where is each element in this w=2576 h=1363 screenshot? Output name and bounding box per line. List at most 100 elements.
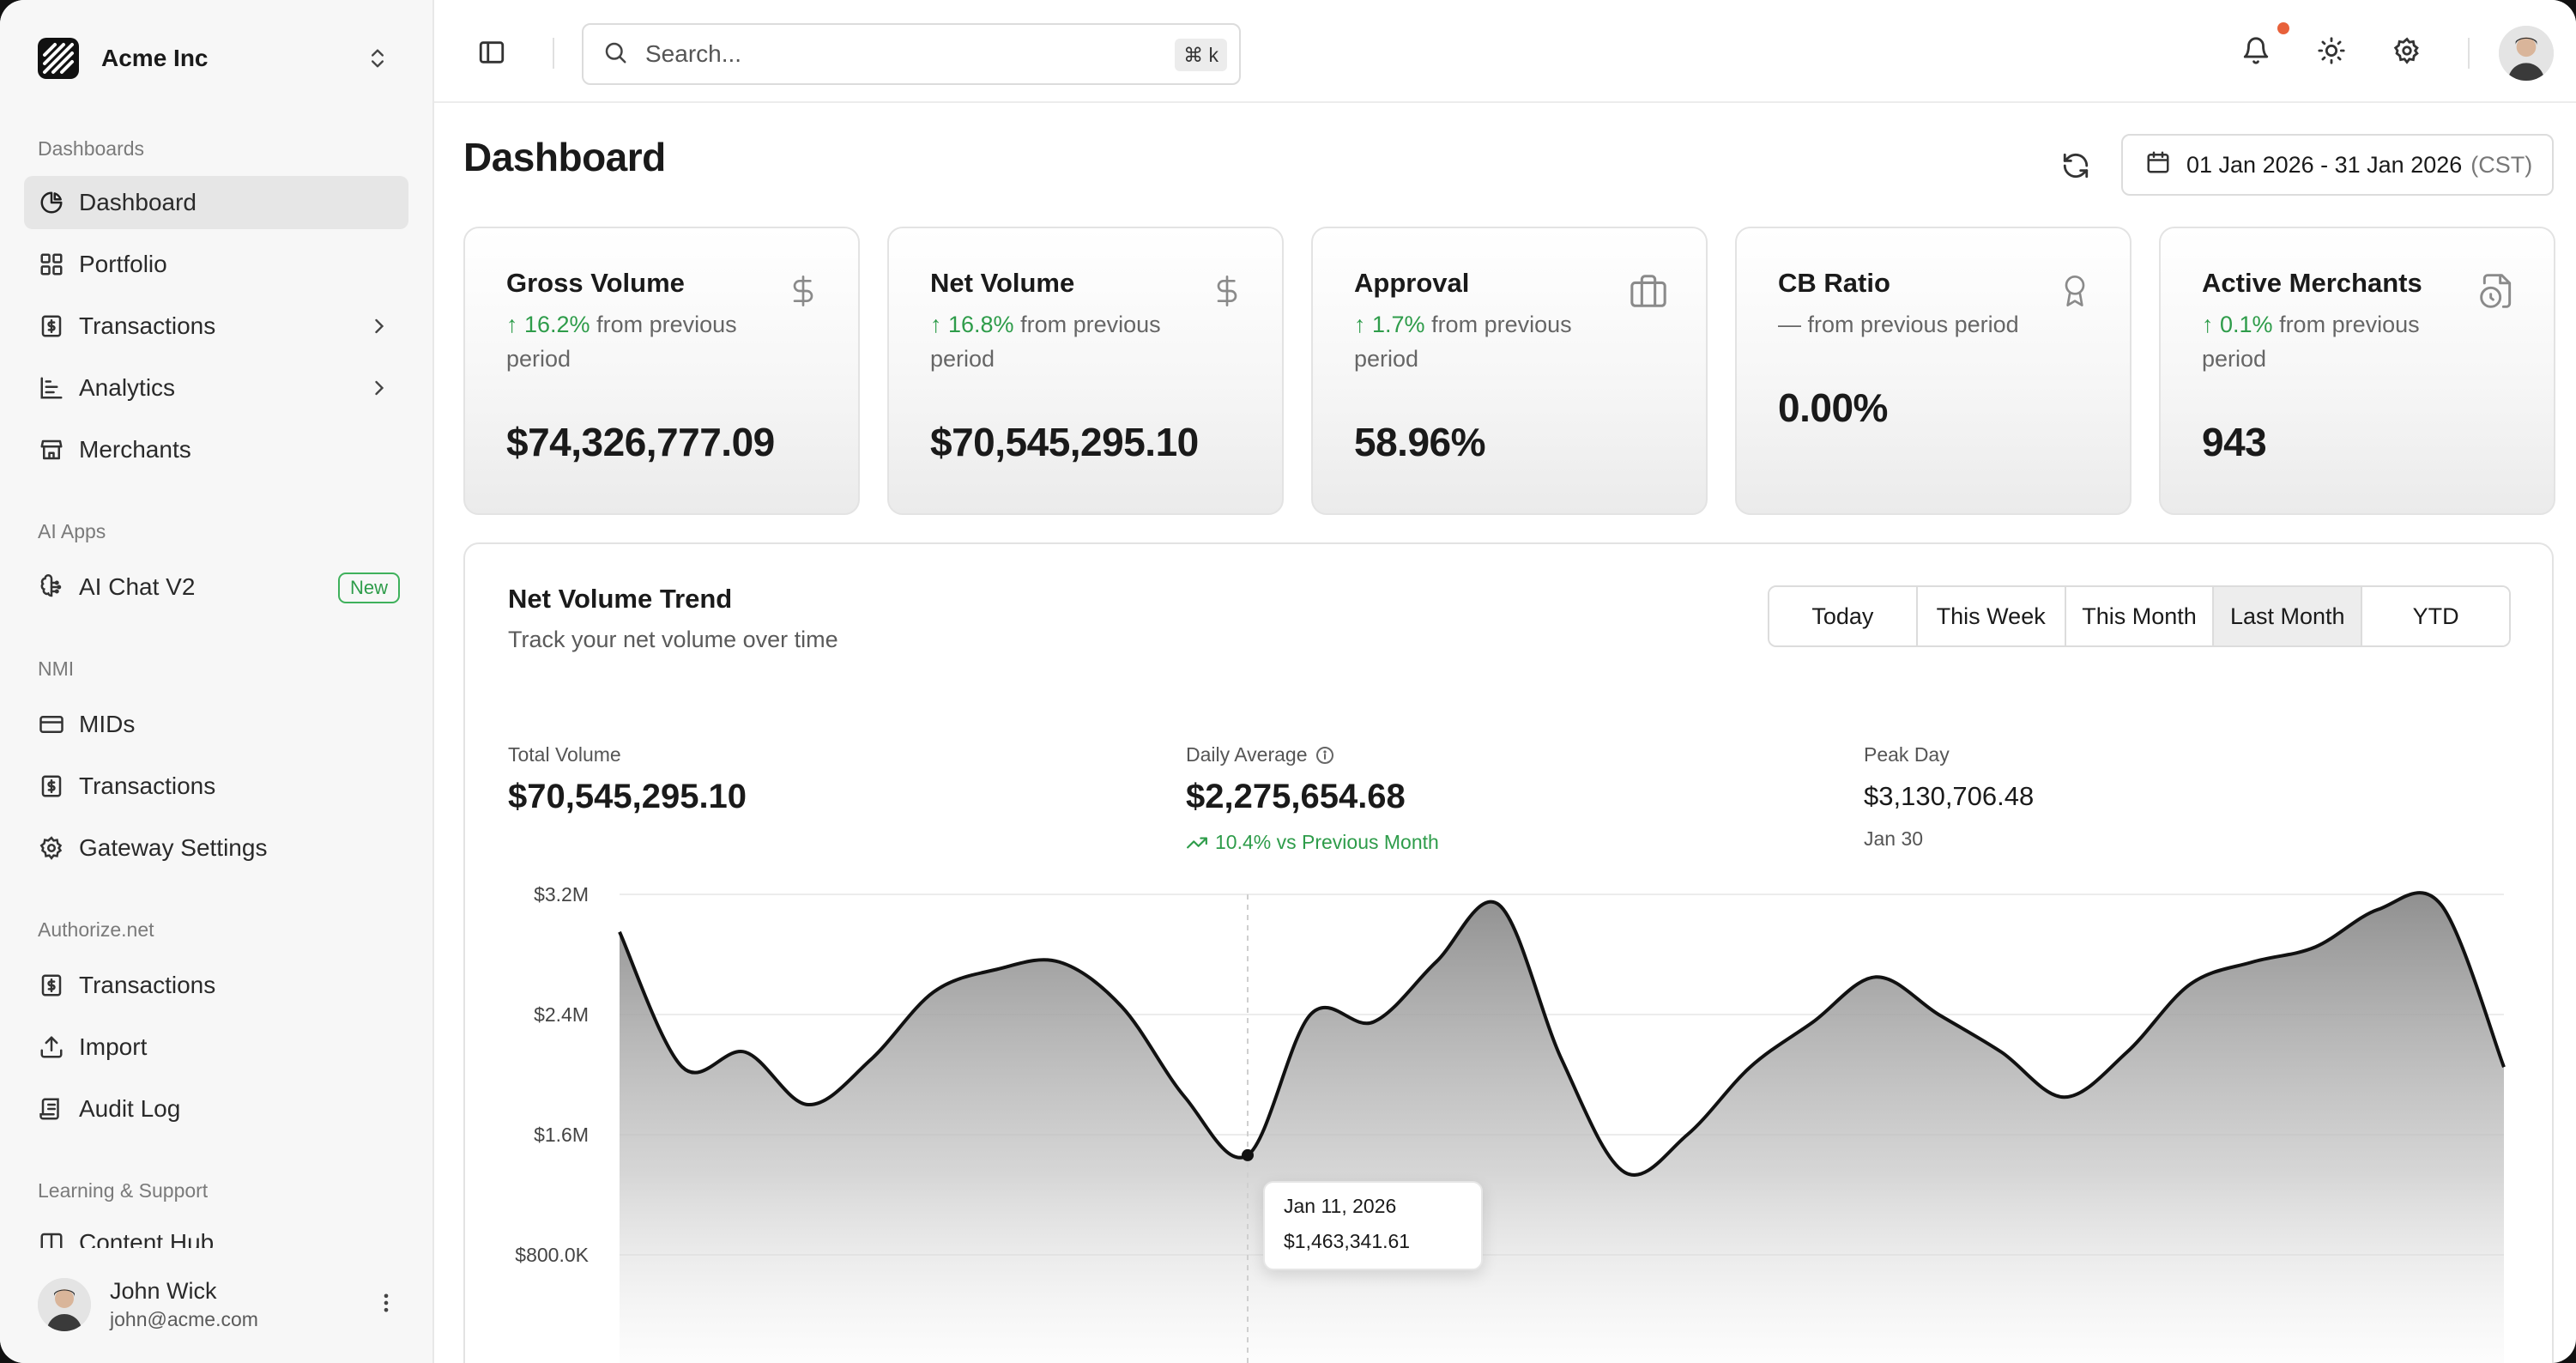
bell-icon[interactable] — [2241, 36, 2271, 70]
avatar — [38, 1278, 91, 1331]
kpi-card-gross-volume: Gross Volume ↑ 16.2% from previous perio… — [463, 227, 860, 515]
award-icon — [2058, 271, 2092, 315]
scroll-text-icon — [38, 1095, 65, 1123]
range-this-week-button[interactable]: This Week — [1917, 587, 2066, 645]
net-volume-chart[interactable]: $3.2M $2.4M $1.6M $800.0K — [465, 544, 2555, 1363]
kpi-card-active-merchants: Active Merchants ↑ 0.1% from previous pe… — [2159, 227, 2555, 515]
search-icon — [602, 39, 628, 70]
credit-card-icon — [38, 711, 65, 738]
range-last-month-button[interactable]: Last Month — [2214, 587, 2363, 645]
search-box[interactable]: ⌘ k — [582, 23, 1241, 85]
kpi-change: ↑ 16.2% from previous period — [506, 312, 737, 372]
gear-icon[interactable] — [2392, 36, 2422, 70]
tooltip-value: $1,463,341.61 — [1284, 1230, 1411, 1252]
total-volume-label: Total Volume — [508, 743, 621, 766]
sidebar-toggle-icon[interactable] — [477, 38, 506, 71]
sidebar-item-dashboard[interactable]: Dashboard — [24, 176, 408, 229]
sidebar-item-label: Gateway Settings — [79, 834, 268, 861]
kpi-title: CB Ratio — [1778, 268, 1890, 298]
peak-day-value: $3,130,706.48 — [1864, 781, 2035, 811]
kpi-value: $74,326,777.09 — [506, 420, 775, 464]
receipt-icon — [38, 972, 65, 999]
user-menu[interactable]: John Wick john@acme.com — [38, 1270, 407, 1339]
refresh-icon[interactable] — [2061, 151, 2090, 185]
range-selector: Today This Week This Month Last Month YT… — [1768, 585, 2511, 647]
sidebar-item-merchants[interactable]: Merchants — [24, 423, 408, 476]
date-range-picker[interactable]: 01 Jan 2026 - 31 Jan 2026 (CST) — [2121, 134, 2554, 196]
peak-day-label: Peak Day — [1864, 743, 1950, 766]
kpi-value: 58.96% — [1354, 420, 1486, 464]
sun-icon[interactable] — [2317, 36, 2346, 70]
more-vertical-icon[interactable] — [374, 1289, 398, 1321]
gear-icon — [38, 834, 65, 862]
nav-group-authorize-net: Authorize.net — [38, 918, 154, 941]
org-logo-icon — [38, 38, 79, 79]
kpi-card-cb-ratio: CB Ratio — from previous period 0.00% — [1735, 227, 2132, 515]
y-tick-label: $1.6M — [534, 1124, 589, 1146]
data-point-highlight — [1242, 1148, 1254, 1161]
chevron-right-icon — [367, 376, 391, 406]
search-input[interactable] — [645, 40, 1126, 68]
sidebar-item-content-hub[interactable]: Content Hub — [24, 1217, 408, 1248]
range-today-button[interactable]: Today — [1769, 587, 1918, 645]
area-fill — [620, 893, 2504, 1363]
sidebar-item-label: Transactions — [79, 972, 216, 998]
sidebar-item-ai-chat[interactable]: AI Chat V2 New — [24, 560, 408, 614]
sidebar-item-analytics[interactable]: Analytics — [24, 361, 408, 415]
daily-average-change: 10.4% vs Previous Month — [1186, 831, 1439, 854]
sidebar-item-portfolio[interactable]: Portfolio — [24, 238, 408, 291]
file-clock-icon — [2478, 271, 2516, 315]
daily-average-value: $2,275,654.68 — [1186, 778, 1406, 815]
net-volume-trend-card: $3.2M $2.4M $1.6M $800.0K Net Volume Trend … — [463, 542, 2554, 1363]
user-email: john@acme.com — [110, 1308, 258, 1330]
sidebar-item-label: MIDs — [79, 711, 136, 737]
range-ytd-button[interactable]: YTD — [2362, 587, 2509, 645]
search-shortcut: ⌘ k — [1175, 39, 1227, 71]
kpi-change: ↑ 0.1% from previous period — [2202, 312, 2420, 372]
sidebar-item-auth-transactions[interactable]: Transactions — [24, 959, 408, 1012]
kpi-value: 943 — [2202, 420, 2267, 464]
info-icon[interactable] — [1315, 745, 1335, 766]
divider — [553, 38, 554, 69]
range-this-month-button[interactable]: This Month — [2065, 587, 2215, 645]
trending-up-icon — [1186, 832, 1208, 854]
sidebar-item-label: Content Hub — [79, 1229, 215, 1248]
page-title: Dashboard — [463, 135, 666, 179]
sidebar-item-audit-log[interactable]: Audit Log — [24, 1082, 408, 1136]
receipt-icon — [38, 772, 65, 800]
notification-dot — [2277, 22, 2289, 34]
user-name: John Wick — [110, 1278, 217, 1304]
sidebar-item-nmi-transactions[interactable]: Transactions — [24, 760, 408, 813]
card-title: Net Volume Trend — [508, 584, 733, 614]
y-tick-label: $800.0K — [515, 1244, 589, 1266]
kpi-title: Gross Volume — [506, 268, 685, 298]
sidebar-item-gateway-settings[interactable]: Gateway Settings — [24, 821, 408, 875]
sidebar-item-import[interactable]: Import — [24, 1021, 408, 1074]
sidebar-item-label: Transactions — [79, 312, 216, 339]
briefcase-icon — [1629, 271, 1668, 315]
sidebar-item-label: Dashboard — [79, 189, 197, 215]
sidebar-item-mids[interactable]: MIDs — [24, 698, 408, 751]
sidebar-item-label: Analytics — [79, 374, 176, 401]
dollar-icon — [1210, 271, 1244, 315]
nav-group-dashboards: Dashboards — [38, 137, 145, 160]
bar-chart-icon — [38, 374, 65, 402]
kpi-change: — from previous period — [1778, 312, 2019, 337]
series-line — [618, 891, 2506, 1177]
chevrons-up-down-icon[interactable] — [366, 46, 390, 75]
new-badge: New — [337, 572, 400, 603]
upload-icon — [38, 1033, 65, 1061]
tooltip-date: Jan 11, 2026 — [1284, 1195, 1397, 1217]
receipt-icon — [38, 312, 65, 340]
org-name: Acme Inc — [101, 45, 209, 71]
brain-icon — [38, 573, 65, 601]
sidebar-item-transactions[interactable]: Transactions — [24, 300, 408, 353]
timezone-text: (CST) — [2470, 151, 2533, 178]
peak-day-date: Jan 30 — [1864, 827, 1924, 850]
org-switcher[interactable]: Acme Inc — [38, 34, 398, 82]
daily-average-label: Daily Average — [1186, 743, 1308, 766]
avatar[interactable] — [2499, 26, 2554, 81]
kpi-card-net-volume: Net Volume ↑ 16.8% from previous period … — [887, 227, 1284, 515]
kpi-card-approval: Approval ↑ 1.7% from previous period 58.… — [1311, 227, 1708, 515]
kpi-title: Active Merchants — [2202, 268, 2422, 298]
